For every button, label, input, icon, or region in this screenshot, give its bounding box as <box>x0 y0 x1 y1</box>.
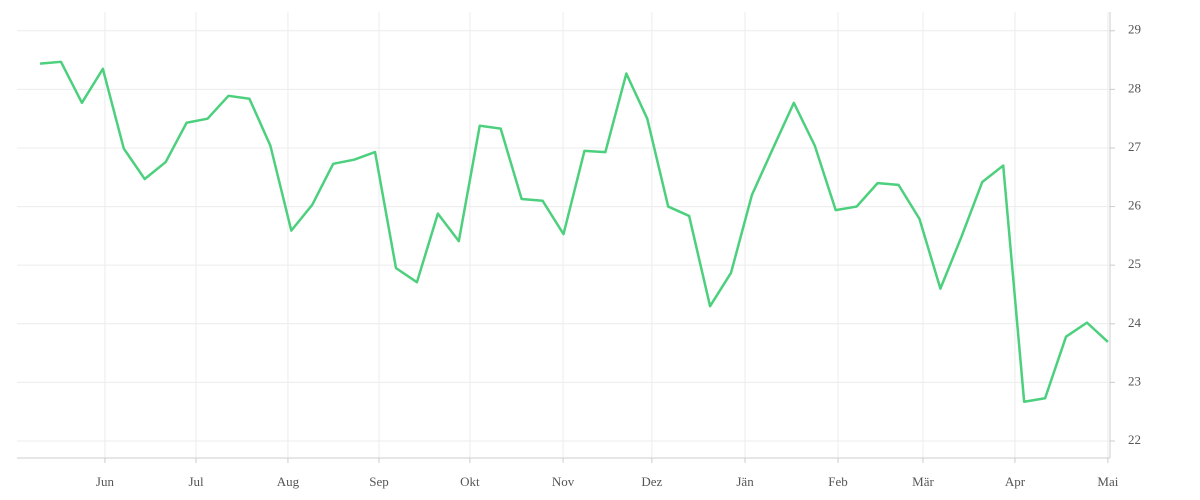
x-tick-label: Jul <box>188 474 204 489</box>
x-tick-label: Nov <box>552 474 575 489</box>
y-tick-label: 24 <box>1128 315 1142 330</box>
x-tick-label: Dez <box>641 474 662 489</box>
x-tick-label: Sep <box>369 474 389 489</box>
y-tick-label: 23 <box>1128 373 1141 388</box>
y-tick-label: 29 <box>1128 22 1141 37</box>
line-series <box>39 60 1109 403</box>
x-tick-label: Feb <box>828 474 848 489</box>
x-tick-label: Jun <box>96 474 115 489</box>
x-tick-label: Aug <box>277 474 300 489</box>
y-tick-label: 28 <box>1128 80 1141 95</box>
x-tick-label: Mai <box>1097 474 1118 489</box>
y-tick-label: 25 <box>1128 256 1141 271</box>
y-tick-label: 26 <box>1128 198 1142 213</box>
y-tick-label: 22 <box>1128 432 1141 447</box>
x-tick-label: Jän <box>736 474 754 489</box>
x-tick-label: Apr <box>1005 474 1026 489</box>
x-tick-label: Okt <box>460 474 480 489</box>
x-tick-label: Mär <box>912 474 934 489</box>
y-tick-label: 27 <box>1128 139 1142 154</box>
